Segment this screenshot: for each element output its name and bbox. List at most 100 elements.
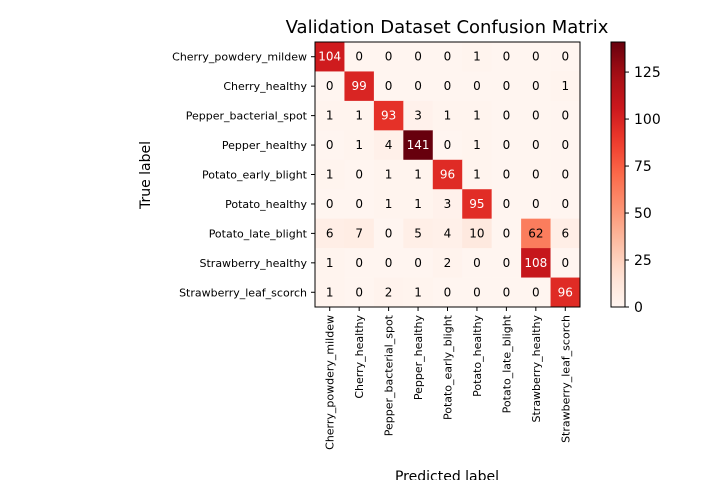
- cell-value-label: 0: [532, 197, 540, 211]
- cell-value-label: 0: [355, 197, 363, 211]
- chart-title: Validation Dataset Confusion Matrix: [286, 17, 609, 38]
- heatmap-cell: [550, 100, 581, 131]
- cell-value-label: 1: [414, 197, 422, 211]
- colorbar-tick-label: 75: [634, 159, 652, 175]
- y-tick-label: Cherry_healthy: [223, 80, 307, 93]
- cell-value-label: 99: [352, 79, 367, 93]
- y-tick-label: Strawberry_leaf_scorch: [179, 286, 307, 299]
- cell-value-label: 0: [326, 197, 334, 211]
- cell-value-label: 1: [414, 168, 422, 182]
- x-tick-labels: Cherry_powdery_mildew Cherry_healthy Peppe…: [324, 307, 572, 450]
- heatmap-cell: [432, 100, 463, 131]
- x-axis-label: Predicted label: [395, 469, 499, 480]
- heatmap-cell: [521, 159, 551, 190]
- heatmap-cell: [550, 159, 581, 190]
- cell-value-label: 6: [326, 226, 334, 240]
- cell-value-label: 4: [385, 138, 393, 152]
- heatmap-cell: [403, 248, 434, 278]
- cell-value-label: 0: [385, 50, 393, 64]
- heatmap-cell: [373, 189, 404, 219]
- heatmap-cell: [550, 42, 581, 72]
- heatmap-cells: 104 0 0 0 0 1 0 0 00 99 0 0 0 0 0 0 11 1 93 3 1 1 0 0 00 1 4 141 0 1 0…: [314, 41, 581, 308]
- cell-value-label: 0: [473, 256, 481, 270]
- cell-value-label: 6: [561, 226, 569, 240]
- cell-value-label: 2: [444, 256, 452, 270]
- heatmap-cell: [315, 189, 345, 219]
- cell-value-label: 96: [558, 285, 573, 299]
- heatmap-cell: [550, 71, 581, 102]
- cell-value-label: 4: [444, 226, 452, 240]
- heatmap-cell: [521, 42, 551, 72]
- cell-value-label: 5: [414, 226, 422, 240]
- heatmap-cell: [344, 130, 375, 161]
- colorbar-tick-label: 50: [634, 206, 652, 222]
- heatmap-cell: [315, 71, 345, 102]
- x-tick-label: Potato_late_blight: [500, 314, 513, 413]
- heatmap-cell: [315, 218, 345, 249]
- cell-value-label: 1: [561, 79, 569, 93]
- colorbar-tick-label: 0: [634, 300, 643, 316]
- heatmap-cell: [403, 277, 434, 308]
- heatmap-cell: [432, 71, 463, 102]
- y-tick-label: Potato_healthy: [225, 198, 307, 211]
- cell-value-label: 1: [473, 168, 481, 182]
- cell-value-label: 10: [469, 226, 484, 240]
- cell-value-label: 0: [503, 226, 511, 240]
- cell-value-label: 1: [385, 197, 393, 211]
- cell-value-label: 62: [528, 226, 543, 240]
- heatmap-cell: [521, 130, 551, 161]
- heatmap-cell: [403, 159, 434, 190]
- heatmap-cell: [344, 100, 375, 131]
- heatmap-cell: [432, 159, 463, 190]
- heatmap-cell: [373, 100, 404, 131]
- heatmap-cell: [491, 159, 522, 190]
- cell-value-label: 0: [414, 256, 422, 270]
- cell-value-label: 0: [503, 109, 511, 123]
- cell-value-label: 0: [355, 285, 363, 299]
- heatmap-cell: [373, 159, 404, 190]
- heatmap-cell: [491, 130, 522, 161]
- heatmap-cell: [344, 248, 375, 278]
- cell-value-label: 0: [385, 79, 393, 93]
- cell-value-label: 1: [355, 138, 363, 152]
- cell-value-label: 1: [326, 168, 334, 182]
- cell-value-label: 1: [444, 109, 452, 123]
- cell-value-label: 0: [503, 79, 511, 93]
- heatmap-cell: [462, 71, 492, 102]
- heatmap-cell: [491, 248, 522, 278]
- y-tick-labels: Cherry_powdery_mildew Cherry_healthy Peppe…: [172, 51, 315, 299]
- cell-value-label: 0: [532, 79, 540, 93]
- heatmap-cell: [344, 71, 375, 102]
- heatmap-cell: [550, 277, 581, 308]
- cell-value-label: 104: [318, 50, 341, 64]
- cell-value-label: 3: [444, 197, 452, 211]
- y-tick-label: Potato_early_blight: [202, 169, 308, 182]
- cell-value-label: 1: [326, 256, 334, 270]
- cell-value-label: 96: [440, 168, 455, 182]
- x-tick-label: Pepper_healthy: [412, 315, 425, 401]
- heatmap-cell: [491, 277, 522, 308]
- y-tick-label: Strawberry_healthy: [200, 257, 308, 270]
- cell-value-label: 0: [444, 50, 452, 64]
- cell-value-label: 0: [355, 256, 363, 270]
- heatmap-cell: [344, 189, 375, 219]
- heatmap-cell: [521, 71, 551, 102]
- cell-value-label: 0: [532, 109, 540, 123]
- heatmap-cell: [373, 42, 404, 72]
- cell-value-label: 0: [326, 138, 334, 152]
- heatmap-cell: [521, 248, 551, 278]
- cell-value-label: 0: [503, 256, 511, 270]
- cell-value-label: 0: [444, 79, 452, 93]
- y-tick-label: Pepper_bacterial_spot: [186, 110, 308, 123]
- heatmap-cell: [373, 218, 404, 249]
- x-tick-label: Cherry_powdery_mildew: [324, 315, 337, 450]
- cell-value-label: 2: [385, 285, 393, 299]
- cell-value-label: 108: [524, 256, 547, 270]
- cell-value-label: 0: [444, 285, 452, 299]
- cell-value-label: 1: [326, 109, 334, 123]
- heatmap-cell: [462, 277, 492, 308]
- cell-value-label: 0: [503, 168, 511, 182]
- colorbar-tick-label: 125: [634, 65, 661, 81]
- heatmap-cell: [344, 159, 375, 190]
